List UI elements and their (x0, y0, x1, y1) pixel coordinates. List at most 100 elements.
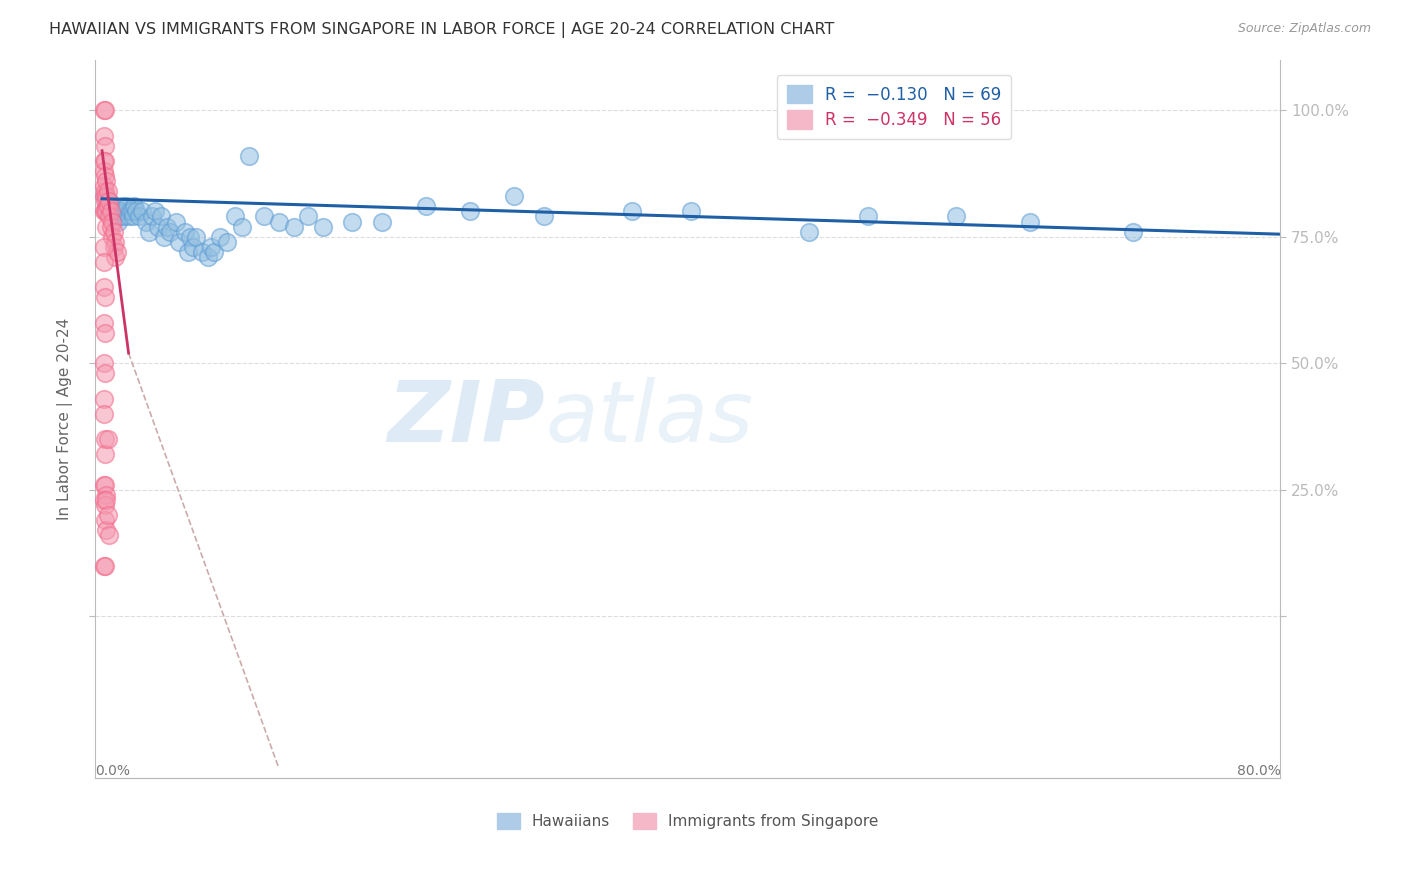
Point (141, 210, 163, 224)
Point (146, 219, 169, 234)
Point (94, 103, 117, 118)
Point (101, 214, 124, 228)
Point (156, 219, 179, 234)
Point (94, 513, 117, 527)
Point (94, 432, 117, 446)
Point (96, 488, 118, 502)
Point (138, 225, 160, 239)
Y-axis label: In Labor Force | Age 20-24: In Labor Force | Age 20-24 (58, 318, 73, 520)
Point (217, 235, 239, 249)
Point (191, 244, 214, 259)
Point (101, 210, 124, 224)
Point (267, 214, 290, 228)
Point (98, 210, 121, 224)
Point (120, 204, 142, 219)
Point (96, 523, 118, 537)
Point (238, 149, 260, 163)
Point (94, 184, 117, 198)
Point (93, 189, 115, 203)
Point (94, 153, 117, 168)
Point (100, 219, 122, 234)
Point (94, 326, 117, 340)
Point (104, 250, 127, 264)
Point (96, 204, 118, 219)
Point (131, 204, 153, 219)
Point (342, 214, 364, 228)
Point (96, 199, 118, 213)
Point (224, 210, 246, 224)
Text: ZIP: ZIP (388, 377, 546, 460)
Point (96, 189, 118, 203)
Point (93, 316, 115, 330)
Point (104, 199, 127, 213)
Text: HAWAIIAN VS IMMIGRANTS FROM SINGAPORE IN LABOR FORCE | AGE 20-24 CORRELATION CHA: HAWAIIAN VS IMMIGRANTS FROM SINGAPORE IN… (49, 22, 835, 38)
Point (114, 204, 136, 219)
Point (94, 477, 117, 491)
Point (179, 229, 201, 244)
Point (93, 179, 115, 194)
Point (105, 244, 128, 259)
Point (153, 229, 176, 244)
Point (533, 210, 555, 224)
Point (115, 199, 138, 213)
Point (150, 210, 173, 224)
Point (165, 214, 187, 228)
Point (97, 204, 120, 219)
Point (202, 244, 225, 259)
Point (94, 138, 117, 153)
Point (94, 558, 117, 573)
Point (93, 356, 115, 370)
Point (458, 204, 481, 219)
Point (100, 199, 122, 213)
Point (97, 508, 120, 522)
Point (97, 199, 120, 213)
Point (103, 204, 125, 219)
Point (94, 498, 117, 512)
Point (93, 164, 115, 178)
Point (128, 210, 150, 224)
Point (173, 225, 195, 239)
Point (121, 204, 143, 219)
Point (98, 194, 121, 209)
Point (186, 229, 208, 244)
Text: 0.0%: 0.0% (94, 764, 129, 778)
Point (93, 407, 115, 421)
Point (93, 103, 115, 118)
Point (93, 392, 115, 406)
Point (94, 189, 117, 203)
Point (94, 290, 117, 304)
Point (94, 169, 117, 183)
Point (124, 199, 146, 213)
Point (283, 219, 305, 234)
Text: 80.0%: 80.0% (1236, 764, 1281, 778)
Point (105, 204, 128, 219)
Point (200, 240, 222, 254)
Point (93, 492, 115, 507)
Point (122, 210, 145, 224)
Point (117, 210, 139, 224)
Point (103, 240, 125, 254)
Point (101, 229, 124, 244)
Point (97, 184, 120, 198)
Point (104, 235, 127, 249)
Point (297, 210, 319, 224)
Point (945, 210, 967, 224)
Point (103, 225, 125, 239)
Point (96, 174, 118, 188)
Point (93, 204, 115, 219)
Point (797, 225, 820, 239)
Point (176, 244, 198, 259)
Point (208, 229, 231, 244)
Point (371, 214, 394, 228)
Point (93, 240, 115, 254)
Point (621, 204, 644, 219)
Point (111, 199, 134, 213)
Point (253, 210, 276, 224)
Point (159, 225, 181, 239)
Point (1122, 225, 1144, 239)
Point (94, 447, 117, 461)
Point (96, 492, 118, 507)
Point (108, 210, 131, 224)
Point (98, 194, 121, 209)
Point (681, 204, 703, 219)
